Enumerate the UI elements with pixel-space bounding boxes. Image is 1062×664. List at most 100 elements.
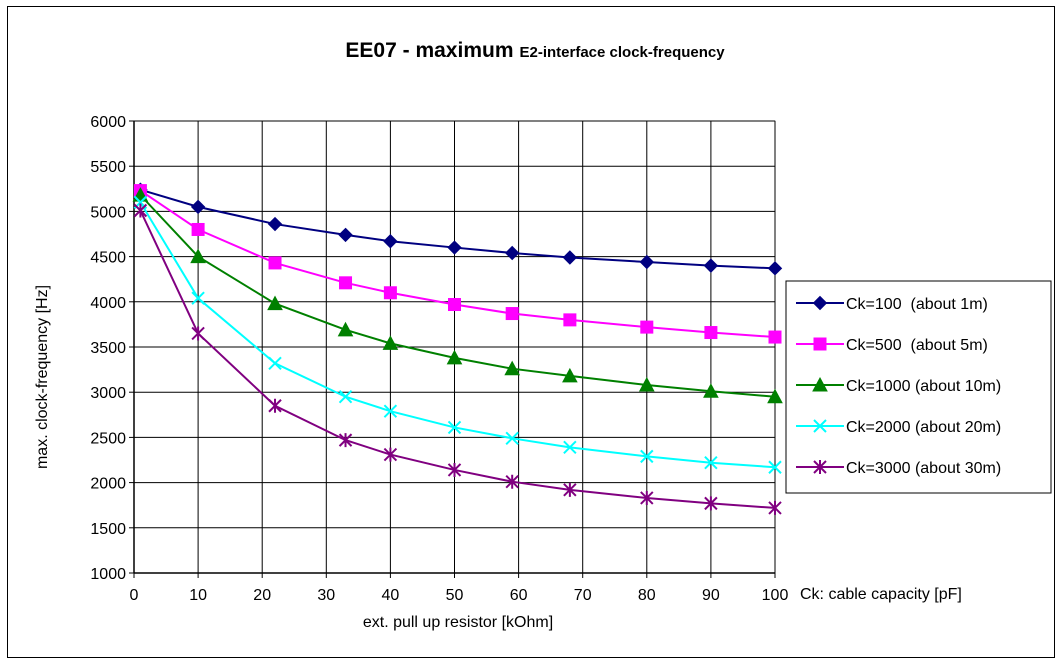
data-point bbox=[338, 227, 353, 243]
chart-title: EE07 - maximum E2-interface clock-frequen… bbox=[345, 39, 725, 62]
x-tick-label: 70 bbox=[574, 587, 592, 604]
data-point bbox=[505, 431, 519, 446]
data-point bbox=[268, 398, 282, 413]
data-point bbox=[190, 248, 206, 264]
legend-item-2: Ck=500 (about 5m) bbox=[796, 337, 988, 354]
legend-label: Ck=3000 (about 30m) bbox=[846, 460, 1001, 477]
data-point bbox=[190, 199, 206, 215]
data-point bbox=[268, 356, 282, 370]
y-tick-labels: 1000 1500 2000 2500 3000 3500 4000 4500 5000 5500… bbox=[90, 114, 126, 583]
data-point bbox=[505, 474, 519, 489]
data-point bbox=[447, 462, 462, 477]
legend-box bbox=[785, 280, 1052, 494]
y-tick-label: 2000 bbox=[90, 476, 126, 493]
y-tick-label: 5500 bbox=[90, 159, 126, 176]
data-point bbox=[338, 433, 353, 448]
data-point bbox=[268, 256, 282, 270]
chart-title-suffix: E2-interface clock-frequency bbox=[520, 44, 726, 61]
x-tick-label: 40 bbox=[382, 587, 400, 604]
chart-frame: EE07 - maximum E2-interface clock-frequen… bbox=[7, 6, 1055, 658]
data-point bbox=[447, 240, 462, 255]
x-tick-label: 60 bbox=[510, 587, 528, 604]
x-tick-label: 80 bbox=[638, 587, 656, 604]
y-tick-label: 2500 bbox=[90, 430, 126, 447]
x-tick-label: 10 bbox=[189, 587, 207, 604]
series-2 bbox=[133, 184, 782, 344]
data-point bbox=[447, 420, 462, 435]
data-point bbox=[133, 203, 148, 218]
legend-item-4: Ck=2000 (about 20m) bbox=[796, 419, 1001, 436]
data-point bbox=[703, 258, 719, 273]
chart-title-main: EE07 - maximum bbox=[345, 39, 513, 62]
data-point bbox=[639, 254, 655, 270]
data-point bbox=[638, 376, 655, 392]
chart-svg: EE07 - maximum E2-interface clock-frequen… bbox=[34, 39, 1052, 631]
data-point bbox=[563, 482, 577, 497]
legend: Ck=100 (about 1m) Ck=500 (about 5m) Ck=100… bbox=[785, 280, 1052, 494]
data-point bbox=[640, 490, 654, 505]
data-point bbox=[382, 335, 399, 350]
legend-marker bbox=[813, 460, 827, 474]
x-tick-label: 50 bbox=[446, 587, 464, 604]
series-5 bbox=[133, 203, 782, 515]
y-tick-label: 1500 bbox=[90, 521, 126, 538]
legend-item-3: Ck=1000 (about 10m) bbox=[796, 376, 1001, 395]
y-axis-label: max. clock-frequency [Hz] bbox=[34, 285, 51, 469]
x-tick-label: 20 bbox=[253, 587, 271, 604]
legend-label: Ck=2000 (about 20m) bbox=[846, 419, 1001, 436]
legend-marker bbox=[812, 295, 828, 311]
x-axis-label: ext. pull up resistor [kOhm] bbox=[363, 614, 553, 631]
x-tick-label: 90 bbox=[702, 587, 720, 604]
legend-note: Ck: cable capacity [pF] bbox=[800, 586, 962, 603]
data-point bbox=[768, 500, 782, 515]
data-point bbox=[383, 404, 398, 418]
data-point bbox=[704, 326, 718, 340]
legend-label: Ck=1000 (about 10m) bbox=[846, 378, 1001, 395]
x-tick-labels: 0 10 20 30 40 50 60 70 80 90 100 bbox=[130, 587, 789, 604]
data-point bbox=[767, 388, 783, 404]
data-point bbox=[563, 313, 577, 327]
data-point bbox=[704, 496, 718, 511]
data-point bbox=[504, 245, 520, 261]
legend-marker bbox=[813, 337, 827, 351]
legend-marker bbox=[812, 376, 828, 392]
y-tick-label: 6000 bbox=[90, 114, 126, 131]
legend-label: Ck=500 (about 5m) bbox=[846, 337, 988, 354]
data-point bbox=[267, 216, 283, 232]
data-point bbox=[383, 234, 398, 249]
data-point bbox=[383, 447, 398, 462]
data-point bbox=[337, 321, 354, 337]
series-1 bbox=[133, 182, 783, 276]
y-tick-label: 4000 bbox=[90, 295, 126, 312]
data-point bbox=[640, 449, 654, 464]
data-point bbox=[191, 326, 205, 341]
legend-label: Ck=100 (about 1m) bbox=[846, 296, 988, 313]
data-point bbox=[448, 298, 461, 312]
data-point bbox=[640, 320, 654, 334]
data-point bbox=[505, 307, 519, 321]
data-point bbox=[562, 250, 578, 265]
data-point bbox=[703, 383, 719, 398]
legend-item-5: Ck=3000 (about 30m) bbox=[796, 460, 1001, 477]
data-point bbox=[338, 390, 353, 404]
data-point bbox=[339, 276, 353, 290]
data-point bbox=[704, 456, 718, 470]
data-point bbox=[267, 295, 283, 311]
series-3 bbox=[132, 187, 783, 404]
y-tick-label: 5000 bbox=[90, 204, 126, 221]
series-group bbox=[132, 182, 783, 515]
data-point bbox=[383, 286, 397, 300]
data-point bbox=[446, 349, 463, 365]
data-point bbox=[767, 261, 783, 276]
data-point bbox=[768, 460, 782, 474]
data-point bbox=[768, 330, 782, 344]
legend-item-1: Ck=100 (about 1m) bbox=[796, 295, 988, 313]
x-tick-label: 30 bbox=[317, 587, 335, 604]
y-tick-label: 1000 bbox=[90, 566, 126, 583]
legend-marker bbox=[813, 419, 827, 433]
data-point bbox=[562, 367, 578, 383]
data-point bbox=[191, 222, 205, 236]
x-tick-label: 0 bbox=[130, 587, 139, 604]
y-tick-label: 4500 bbox=[90, 250, 126, 267]
y-tick-label: 3500 bbox=[90, 340, 126, 357]
